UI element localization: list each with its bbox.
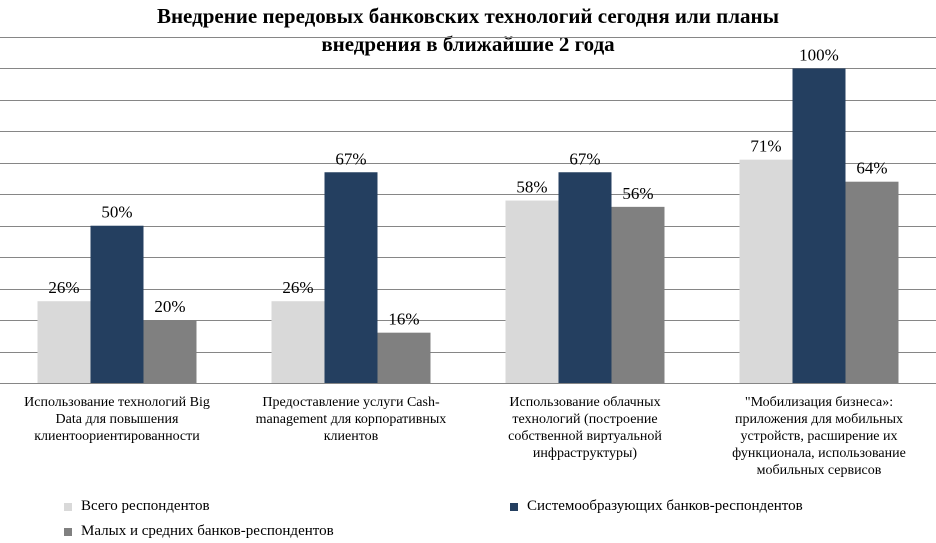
bar-series-3-category-4 (845, 181, 899, 383)
category-label-line: клиентов (323, 429, 379, 444)
category-label: Использование технологий Big Data для пов… (0, 394, 234, 445)
category-label-line: инфраструктуры) (532, 446, 638, 461)
category-label-line: мобильных сервисов (756, 463, 882, 478)
data-label: 50% (101, 203, 132, 222)
bar-series-3-category-3 (611, 206, 665, 383)
category-label-line: Предоставление услуги Cash- (262, 395, 440, 410)
data-label: 67% (569, 149, 600, 168)
category-label: Предоставление услуги Cash-management дл… (234, 394, 468, 445)
bar-series-2-category-3 (558, 172, 612, 383)
bar-series-2-category-1 (90, 225, 144, 383)
legend-swatch (510, 502, 518, 511)
data-label: 26% (282, 278, 313, 297)
data-label: 58% (516, 178, 547, 197)
category-label-line: собственной виртуальной (508, 429, 662, 444)
data-label: 26% (48, 278, 79, 297)
bar-series-3-category-2 (377, 332, 431, 383)
category-label-line: приложения для мобильных (734, 412, 904, 427)
category-label-line: устройств, расширение их (740, 429, 898, 444)
data-label: 16% (388, 310, 419, 329)
legend-item-systemic-banks: Системообразующих банков-респондентов (510, 498, 803, 515)
category-label-line: клиентоориентированности (34, 429, 200, 444)
bar-series-1-category-1 (37, 301, 91, 383)
data-label: 20% (154, 297, 185, 316)
data-label: 67% (335, 149, 366, 168)
legend-swatch (64, 502, 72, 511)
bar-series-1-category-3 (505, 200, 559, 383)
bar-series-1-category-2 (271, 301, 325, 383)
legend-item-all-respondents: Всего респондентов (64, 498, 210, 515)
data-label: 100% (799, 45, 839, 64)
category-label-line: Data для повышения (55, 412, 179, 427)
bar-series-2-category-2 (324, 172, 378, 383)
legend-label: Малых и средних банков-респондентов (81, 523, 334, 539)
category-label-line: management для корпоративных (255, 412, 447, 427)
bar-series-3-category-1 (143, 320, 197, 383)
category-label: Использование облачных технологий (постро… (480, 394, 690, 462)
category-label-line: "Мобилизация бизнеса»: (744, 395, 894, 410)
legend-swatch (64, 527, 72, 536)
data-label: 56% (622, 184, 653, 203)
category-label-line: технологий (построение (512, 412, 658, 427)
legend-label: Системообразующих банков-респондентов (527, 498, 803, 514)
bar-series-2-category-4 (792, 68, 846, 384)
chart-title: Внедрение передовых банковских технологи… (0, 2, 936, 58)
legend-label: Всего респондентов (81, 498, 210, 514)
category-label-line: Использование технологий Big (24, 395, 210, 410)
chart-title-line-1: Внедрение передовых банковских технологи… (156, 4, 780, 28)
category-label-line: Использование облачных (509, 395, 661, 410)
chart-title-line-2: внедрения в ближайшие 2 года (321, 32, 615, 56)
data-label: 64% (856, 159, 887, 178)
category-label-line: функционала, использование (732, 446, 906, 461)
data-label: 71% (750, 137, 781, 156)
bar-series-1-category-4 (739, 159, 793, 383)
category-label: "Мобилизация бизнеса»: приложения для моб… (702, 394, 936, 479)
legend-item-small-medium-banks: Малых и средних банков-респондентов (64, 523, 334, 540)
